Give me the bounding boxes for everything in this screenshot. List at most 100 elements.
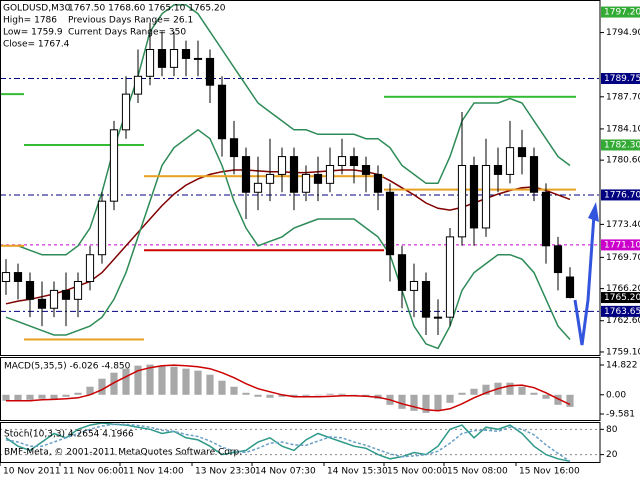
x-tick-label: 13 Nov 23:30 [195,467,256,477]
price-tag-label: 1776.70 [604,190,640,200]
y-tick-label: 0.00 [606,390,626,400]
candle-body [169,49,179,68]
candle-body [121,93,131,131]
x-tick-label: 11 Nov 06:00 [63,467,124,477]
candle-body [37,298,47,309]
histogram-bar [146,364,154,395]
histogram-bar [62,394,70,397]
histogram-bar [242,392,250,395]
x-tick-label: 11 Nov 14:00 [123,467,184,477]
forecast-arrowhead [588,202,599,222]
price-frame [0,0,601,356]
histogram-bar [158,365,166,395]
candle-body [109,129,119,202]
candle-body [145,49,155,77]
histogram-bar [266,394,274,398]
x-tick-label: 14 Nov 07:30 [255,467,316,477]
y-tick-label: 1759.10 [606,347,640,357]
price-tag [601,292,640,304]
histogram-bar [482,384,490,395]
stoch-frame [0,422,601,463]
histogram-bar [542,394,550,399]
candle-body [541,191,551,247]
price-tag [601,239,640,251]
histogram-bar [122,368,130,395]
indicator-line [6,4,571,256]
candle-body [421,280,431,318]
histogram-bar [506,382,514,395]
candle-body [493,165,503,175]
indicator-line [6,364,571,412]
candle-body [313,173,323,184]
quote: 1767.50 1768.60 1765.10 1765.20 [68,4,226,14]
y-tick-label: 1794.90 [606,28,640,38]
candle-body [25,280,35,300]
price-tag-label: 1782.30 [604,140,640,150]
candle-body [373,173,383,193]
info: Low= 1759.9 [3,28,63,38]
histogram-bar [278,394,286,397]
histogram-bar [38,394,46,399]
histogram-bar [398,394,406,409]
histogram-bar [50,394,58,399]
price-tag-label: 1765.20 [604,293,640,303]
histogram-bar [566,394,574,407]
candle-body [205,57,215,86]
candle-body [517,147,527,158]
candle-body [289,156,299,193]
candle-body [193,57,203,60]
x-tick-label: 14 Nov 15:30 [327,467,388,477]
price-tag [601,189,640,201]
candle-body [73,280,83,300]
histogram-bar [554,394,562,405]
stoch-title: Stoch(10,3,3) 4.2654 4.1966 [4,430,134,440]
candle-body [1,272,11,282]
candle-body [301,173,311,193]
histogram-bar [74,392,82,395]
candle-body [157,49,167,68]
axes: 1794.90 1787.70 1784.10 1780.60 1773.40 1769.… [0,6,640,477]
candle-body [325,165,335,184]
indicator-line [5,423,571,462]
histogram-bar [326,393,334,395]
histogram-bar [290,394,298,397]
candle-body [229,138,239,158]
price-tag [601,6,640,18]
header: GOLDUSD,M30 1767.50 1768.60 1765.10 1765… [3,4,242,458]
info: Current Days Range= 350 [68,28,186,38]
y-tick-label: -9.581 [606,409,635,419]
candle-body [61,289,71,300]
histogram-bar [350,394,358,396]
candle-body [133,75,143,95]
candle-body [481,165,491,229]
candle-body [49,289,59,309]
histogram-bar [338,393,346,395]
candle-body [97,200,107,256]
candle-body [181,49,191,59]
histogram-bar [302,394,310,396]
x-tick-label: 15 Nov 00:00 [387,467,448,477]
indicator-line [5,423,571,462]
forecast-arrow [573,214,596,346]
histogram-bar [230,386,238,395]
histogram-bar [26,394,34,400]
stoch-panel [0,423,600,462]
histogram-bar [98,378,106,395]
price-tag-label: 1797.20 [604,8,640,18]
price-tag-label: 1789.75 [604,74,640,84]
macd-panel [2,364,574,413]
candle-body [253,182,263,193]
histogram-bar [434,394,442,411]
y-tick-label: 1787.70 [606,92,640,102]
candle-body [217,84,227,140]
info: Previous Days Range= 26.1 [68,16,193,26]
candle-body [265,173,275,184]
candle-body [397,254,407,291]
x-tick-label: 15 Nov 16:00 [519,467,580,477]
watermark: BMF-Meta, © 2001-2011 MetaQuotes Softwar… [4,448,242,458]
candle-body [433,316,443,319]
histogram-bar [110,372,118,395]
macd-title: MACD(5,35,5) -6.026 -4.850 [4,362,131,372]
histogram-bar [530,392,538,395]
